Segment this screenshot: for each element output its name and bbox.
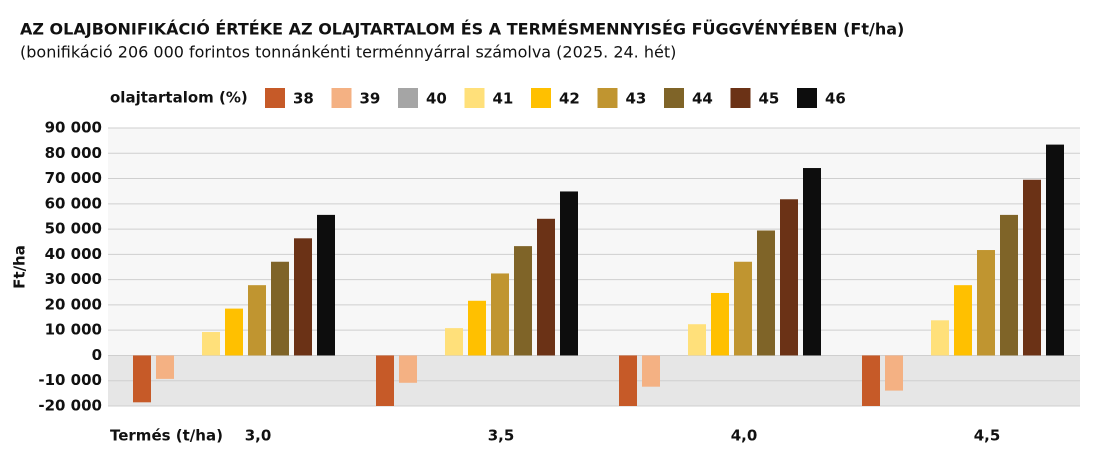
y-axis-label: Ft/ha: [11, 245, 29, 289]
legend-swatch: [664, 88, 684, 108]
legend-label: 41: [493, 90, 514, 108]
bar: [803, 168, 821, 356]
bar: [156, 355, 174, 379]
legend-swatch: [797, 88, 817, 108]
bar: [1000, 214, 1018, 356]
y-tick-label: 60 000: [45, 194, 102, 212]
bar: [688, 324, 706, 356]
bar: [133, 355, 151, 403]
bar: [560, 191, 578, 356]
legend-label: 40: [426, 90, 447, 108]
bar: [619, 355, 637, 406]
y-tick-label: 30 000: [45, 270, 102, 288]
bar: [757, 230, 775, 356]
bar: [248, 285, 266, 356]
legend-swatch: [730, 88, 751, 108]
y-tick-label: 10 000: [45, 321, 102, 339]
legend-swatch: [531, 88, 551, 108]
y-tick-label: 70 000: [45, 169, 102, 187]
bar: [885, 355, 903, 391]
legend-label: 46: [825, 90, 846, 108]
bar: [977, 250, 995, 356]
bars: [133, 144, 1064, 406]
bar: [954, 285, 972, 356]
legend-title: olajtartalom (%): [110, 89, 248, 107]
bar: [468, 300, 486, 356]
bar: [931, 320, 949, 356]
x-tick-label: 3,5: [488, 427, 515, 445]
bar: [642, 355, 660, 387]
bar: [317, 214, 335, 356]
legend-swatch: [464, 88, 485, 108]
bar: [294, 238, 312, 356]
y-tick-label: 90 000: [45, 119, 102, 137]
y-tick-label: 80 000: [45, 144, 102, 162]
legend-label: 44: [692, 90, 713, 108]
y-tick-label: 0: [92, 346, 102, 364]
x-tick-label: 4,5: [974, 427, 1001, 445]
bar: [271, 261, 289, 356]
bar: [445, 328, 463, 356]
bar: [1023, 179, 1041, 356]
chart-title: AZ OLAJBONIFIKÁCIÓ ÉRTÉKE AZ OLAJTARTALO…: [20, 20, 904, 39]
y-tick-label: 20 000: [45, 295, 102, 313]
legend-label: 42: [559, 90, 580, 108]
legend-label: 38: [293, 90, 314, 108]
legend-swatch: [265, 88, 285, 108]
bar: [780, 199, 798, 356]
bar: [711, 292, 729, 356]
legend-swatch: [597, 88, 618, 108]
bar: [734, 261, 752, 356]
bar: [225, 308, 243, 356]
bar: [399, 355, 417, 383]
bar: [376, 355, 394, 406]
legend-swatch: [398, 88, 418, 108]
x-axis-label: Termés (t/ha): [110, 427, 223, 445]
bar: [514, 246, 532, 356]
legend-swatch: [331, 88, 352, 108]
legend-label: 45: [759, 90, 780, 108]
x-tick-label: 4,0: [731, 427, 758, 445]
bar: [862, 355, 880, 406]
x-tick-label: 3,0: [245, 427, 272, 445]
y-tick-label: 50 000: [45, 220, 102, 238]
y-tick-label: 40 000: [45, 245, 102, 263]
legend-label: 43: [626, 90, 647, 108]
legend-label: 39: [360, 90, 381, 108]
bar: [537, 218, 555, 356]
y-tick-label: -10 000: [38, 371, 102, 389]
y-tick-label: -20 000: [38, 397, 102, 415]
bar: [491, 273, 509, 356]
bar: [1046, 144, 1064, 356]
chart-subtitle: (bonifikáció 206 000 forintos tonnánként…: [20, 43, 676, 62]
bar: [202, 332, 220, 356]
